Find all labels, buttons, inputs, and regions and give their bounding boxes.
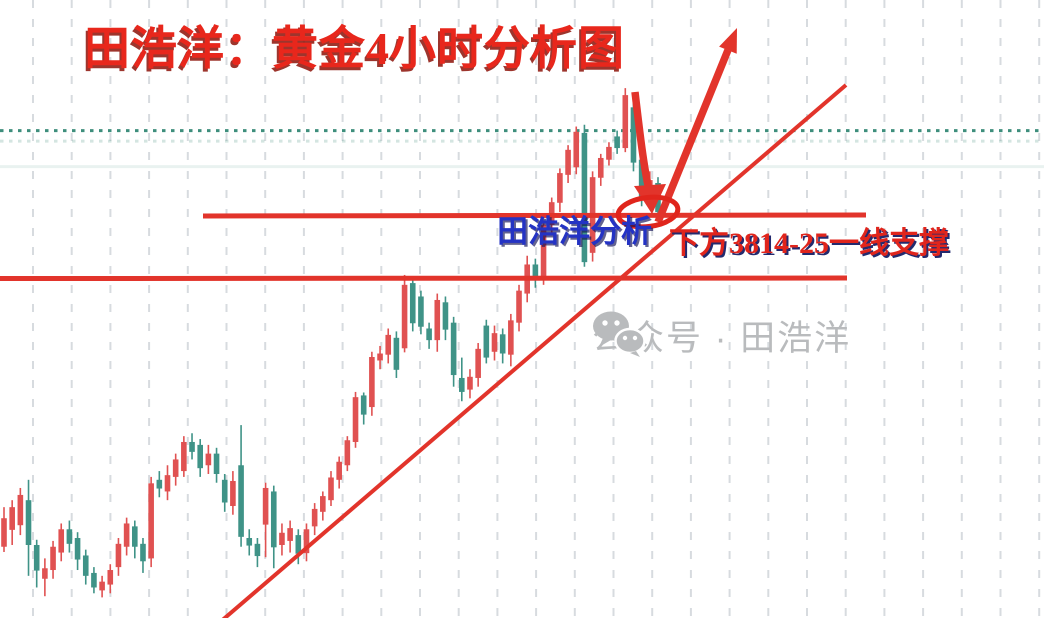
candle-body: [401, 284, 408, 349]
candle-body: [360, 395, 367, 415]
pullback-arrow-shaft: [631, 91, 653, 191]
vertical-gridlines: [32, 0, 1041, 618]
candle-body: [91, 572, 97, 588]
candle-body: [172, 459, 179, 477]
wechat-watermark: 公众号 · 田浩洋: [592, 310, 851, 361]
candle-body: [164, 475, 171, 492]
candle-body: [42, 568, 48, 579]
candle-body: [279, 532, 285, 545]
candle-body: [123, 523, 130, 547]
candle-body: [148, 483, 154, 559]
candle-body: [638, 159, 645, 198]
candle-body: [17, 494, 24, 526]
candle-body: [483, 325, 490, 358]
candle-body: [630, 107, 637, 163]
candle-body: [565, 149, 571, 175]
candle-body: [221, 479, 228, 503]
candle-body: [426, 328, 432, 341]
candle-body: [74, 538, 81, 560]
drawn-annotations: [221, 28, 848, 618]
candle-body: [311, 508, 318, 527]
candle-body: [50, 546, 56, 571]
candle-body: [295, 535, 302, 554]
candle-body: [1, 518, 7, 547]
candle-body: [377, 353, 383, 361]
candle-body: [254, 543, 261, 557]
candle-body: [606, 146, 612, 160]
analyst-watermark-label: 田浩洋分析: [497, 214, 652, 249]
candle-body: [189, 441, 195, 452]
candle-body: [205, 453, 212, 466]
candle-body: [499, 334, 506, 354]
candle-body: [557, 173, 563, 203]
candle-body: [107, 570, 114, 585]
candlestick-series: [1, 88, 661, 598]
candle-body: [450, 322, 457, 376]
candle-body: [156, 479, 163, 489]
bullish-arrow-head-icon: [719, 28, 737, 54]
candle-body: [622, 95, 629, 149]
candle-body: [467, 376, 473, 390]
candle-body: [82, 555, 89, 576]
candle-body: [434, 299, 441, 341]
candle-body: [328, 477, 334, 501]
candle-body: [385, 334, 392, 355]
candle-body: [475, 348, 481, 378]
candle-body: [262, 487, 269, 525]
candle-body: [459, 377, 465, 392]
candle-body: [344, 440, 351, 466]
support-annotation-label: 下方3814-25一线支撑: [669, 227, 949, 260]
candle-body: [352, 397, 359, 442]
candle-body: [369, 357, 375, 408]
candle-body: [393, 337, 400, 370]
candle-body: [491, 333, 498, 352]
support-resistance-lines: [0, 212, 867, 282]
candle-body: [581, 132, 588, 263]
support-retest-ellipse: [615, 194, 681, 230]
candle-body: [246, 538, 253, 546]
candle-body: [99, 581, 105, 591]
candle-body: [614, 136, 620, 149]
candle-body: [213, 453, 220, 474]
candle-body: [336, 461, 342, 480]
wechat-icon: [593, 311, 646, 357]
candle-body: [573, 131, 580, 168]
candle-body: [140, 543, 146, 562]
candle-body: [115, 543, 122, 568]
candle-body: [33, 544, 40, 571]
ascending-trendline: [221, 83, 848, 618]
candle-body: [270, 491, 277, 548]
candle-body: [58, 529, 65, 553]
candle-body: [442, 302, 449, 330]
candle-body: [230, 480, 236, 506]
resistance-line: [202, 212, 867, 219]
candle-body: [9, 507, 15, 530]
support-line: [0, 275, 848, 282]
candle-body: [508, 320, 514, 355]
candle-body: [132, 526, 138, 547]
candle-body: [409, 283, 416, 324]
candle-body: [287, 528, 293, 541]
candle-body: [532, 264, 539, 280]
candle-body: [197, 444, 203, 469]
page-title: 田浩洋：黄金4小时分析图: [84, 23, 625, 74]
reference-lines: [0, 129, 1044, 169]
candle-body: [303, 529, 310, 554]
candle-body: [66, 529, 73, 544]
candle-body: [25, 500, 32, 545]
candle-body: [320, 496, 326, 512]
candle-body: [181, 441, 187, 472]
candle-body: [516, 290, 522, 323]
bullish-arrow-shaft: [654, 48, 732, 224]
candle-body: [597, 157, 604, 178]
candle-body: [238, 465, 244, 537]
candle-body: [418, 296, 424, 327]
candle-body: [540, 224, 547, 277]
